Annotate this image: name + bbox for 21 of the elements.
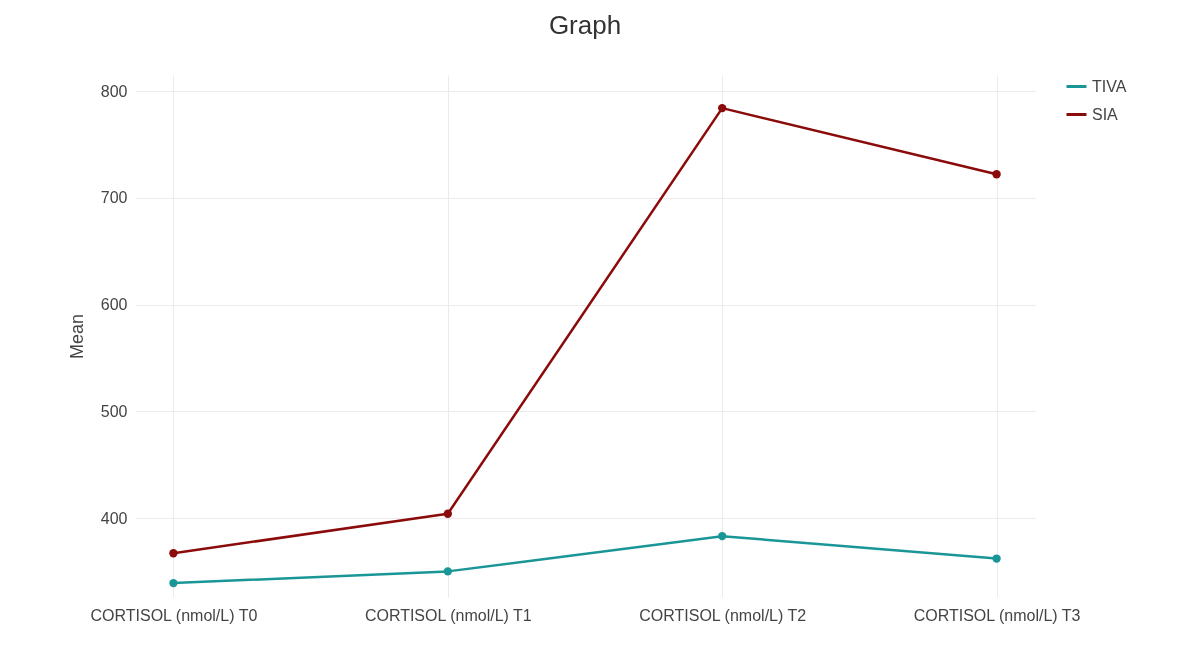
x-tick-label: CORTISOL (nmol/L) T3 (913, 606, 1081, 624)
point (718, 531, 727, 541)
point (169, 549, 178, 558)
y-tick-label: 400 (100, 509, 128, 527)
point (992, 170, 1001, 179)
x-tick-label: CORTISOL (nmol/L) T2 (639, 606, 807, 624)
legend-label: SIA (1092, 105, 1119, 123)
y-tick-label: 600 (100, 296, 128, 314)
point (443, 567, 452, 576)
point (992, 554, 1001, 563)
point (169, 578, 178, 588)
point (443, 509, 452, 518)
legend-label: TIVA (1092, 77, 1127, 95)
y-tick-label: 800 (100, 82, 128, 100)
y-tick-label: 500 (100, 402, 128, 420)
x-tick-label: CORTISOL (nmol/L) T1 (364, 606, 532, 624)
point (718, 103, 727, 113)
chart-title: Graph (548, 10, 622, 40)
y-tick-label: 700 (100, 189, 128, 207)
y-axis-title: Mean (66, 313, 87, 360)
x-tick-label: CORTISOL (nmol/L) T0 (90, 606, 258, 624)
